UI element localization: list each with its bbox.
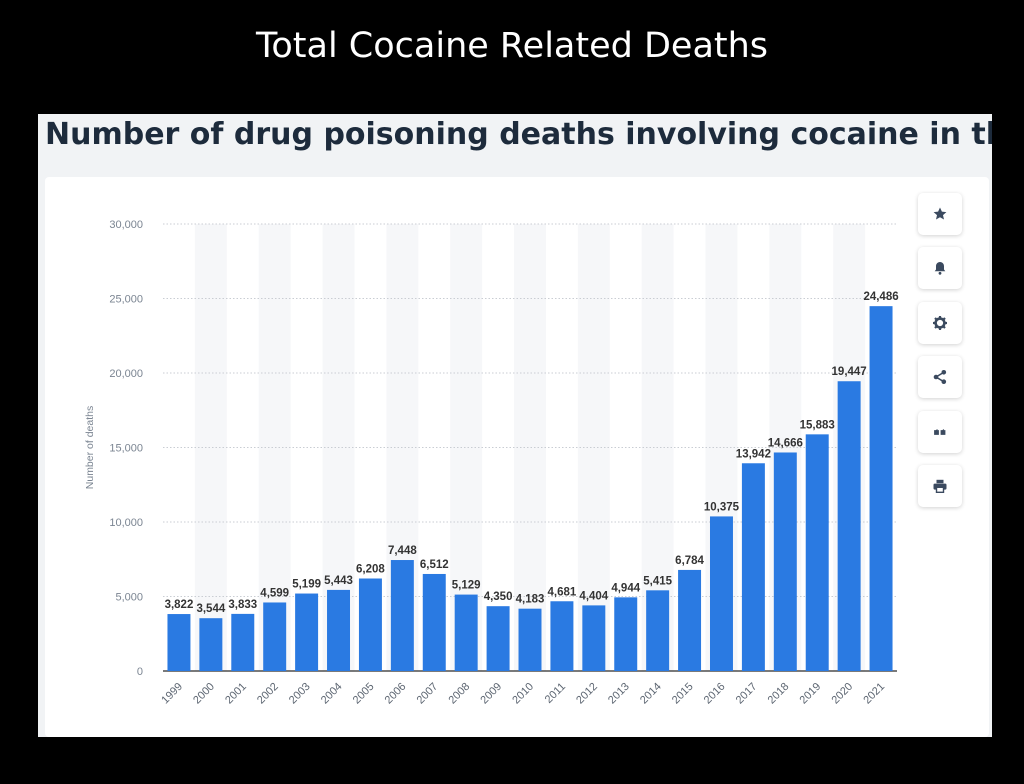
- share-button[interactable]: [918, 356, 962, 398]
- column-band: [194, 224, 227, 671]
- bar: [327, 589, 351, 671]
- favorite-button[interactable]: [918, 193, 962, 235]
- x-tick-label: 2014: [638, 681, 664, 707]
- x-tick-label: 2020: [829, 681, 855, 707]
- data-label: 13,942: [736, 448, 771, 460]
- bar: [550, 601, 574, 671]
- y-tick-label: 20,000: [109, 368, 143, 380]
- x-tick-label: 2012: [574, 681, 600, 707]
- column-band: [258, 224, 291, 671]
- bar: [582, 605, 606, 671]
- bar-chart: 0 5,000 10,000 15,000 20,000 25,000 30,000 Numb…: [84, 219, 899, 707]
- data-label: 4,599: [260, 587, 289, 599]
- bar: [263, 602, 287, 671]
- bar: [741, 463, 765, 671]
- data-label: 7,448: [388, 545, 417, 557]
- bar: [709, 516, 733, 671]
- star-icon: [933, 207, 947, 220]
- y-tick-label: 10,000: [109, 517, 143, 529]
- chart-card: 0 5,000 10,000 15,000 20,000 25,000 30,000 Numb…: [45, 177, 989, 737]
- x-tick-label: 2001: [223, 681, 249, 707]
- data-label: 4,944: [611, 582, 640, 594]
- x-tick-label: 2019: [798, 681, 824, 707]
- x-tick-label: 2000: [191, 681, 217, 707]
- y-tick-label: 15,000: [109, 443, 143, 455]
- column-band: [514, 224, 546, 671]
- bar: [167, 614, 191, 671]
- x-tick-label: 1999: [159, 681, 185, 707]
- chart-title: Number of drug poisoning deaths involvin…: [45, 117, 992, 152]
- bar: [678, 569, 702, 671]
- x-tick-label: 2002: [255, 681, 281, 707]
- bar: [518, 608, 542, 671]
- bar: [869, 306, 893, 671]
- gear-icon: [933, 316, 947, 330]
- bar: [454, 594, 478, 671]
- data-label: 14,666: [768, 437, 803, 449]
- bar: [422, 573, 446, 671]
- x-tick-label: 2008: [446, 681, 472, 707]
- bell-icon: [934, 262, 946, 275]
- quote-icon: [934, 429, 946, 435]
- x-tick-label: 2007: [415, 681, 441, 707]
- print-button[interactable]: [918, 465, 962, 507]
- data-label: 3,822: [165, 599, 194, 611]
- x-tick-label: 2009: [478, 681, 504, 707]
- notification-button[interactable]: [918, 247, 962, 289]
- x-tick-label: 2004: [319, 681, 345, 707]
- bar: [614, 597, 638, 671]
- x-tick-label: 2010: [510, 681, 536, 707]
- bar: [231, 613, 255, 671]
- data-label: 10,375: [704, 501, 740, 513]
- data-label: 6,512: [420, 559, 449, 571]
- data-label: 4,404: [579, 590, 608, 602]
- printer-icon: [933, 479, 947, 494]
- data-label: 6,208: [356, 564, 385, 576]
- x-tick-label: 2003: [287, 681, 313, 707]
- bar: [358, 578, 382, 671]
- x-tick-label: 2005: [351, 681, 377, 707]
- x-tick-label: 2021: [861, 681, 887, 707]
- bar: [390, 560, 414, 671]
- data-label: 4,183: [516, 594, 545, 606]
- bar: [805, 434, 829, 671]
- data-label: 6,784: [675, 555, 704, 567]
- cite-button[interactable]: [918, 411, 962, 453]
- bar: [486, 606, 510, 671]
- data-label: 5,443: [324, 575, 353, 587]
- x-tick-label: 2016: [702, 681, 728, 707]
- data-label: 5,415: [643, 575, 672, 587]
- x-tick-label: 2013: [606, 681, 632, 707]
- x-tick-label: 2006: [383, 681, 409, 707]
- y-tick-label: 0: [137, 666, 143, 678]
- x-tick-label: 2015: [670, 681, 696, 707]
- data-label: 4,681: [548, 586, 577, 598]
- data-label: 5,199: [292, 579, 321, 591]
- bar: [773, 452, 797, 671]
- data-label: 5,129: [452, 580, 481, 592]
- slide-title: Total Cocaine Related Deaths: [255, 26, 769, 66]
- bar: [646, 590, 670, 671]
- x-tick-label: 2017: [734, 681, 760, 707]
- x-tick-label: 2011: [543, 681, 568, 706]
- x-tick-label: 2018: [766, 681, 792, 707]
- data-label: 19,447: [832, 366, 867, 378]
- chart-panel: Number of drug poisoning deaths involvin…: [38, 114, 992, 737]
- data-label: 24,486: [863, 291, 898, 303]
- data-label: 4,350: [484, 591, 513, 603]
- settings-button[interactable]: [918, 302, 962, 344]
- y-tick-label: 30,000: [109, 219, 143, 231]
- bar: [199, 618, 223, 671]
- y-tick-label: 25,000: [109, 294, 143, 306]
- data-label: 3,833: [228, 599, 257, 611]
- bar: [295, 593, 319, 671]
- share-icon: [933, 370, 947, 384]
- data-label: 3,544: [196, 603, 225, 615]
- y-axis-label: Number of deaths: [84, 406, 96, 489]
- bar: [837, 381, 861, 671]
- y-tick-label: 5,000: [115, 592, 143, 604]
- data-label: 15,883: [800, 419, 835, 431]
